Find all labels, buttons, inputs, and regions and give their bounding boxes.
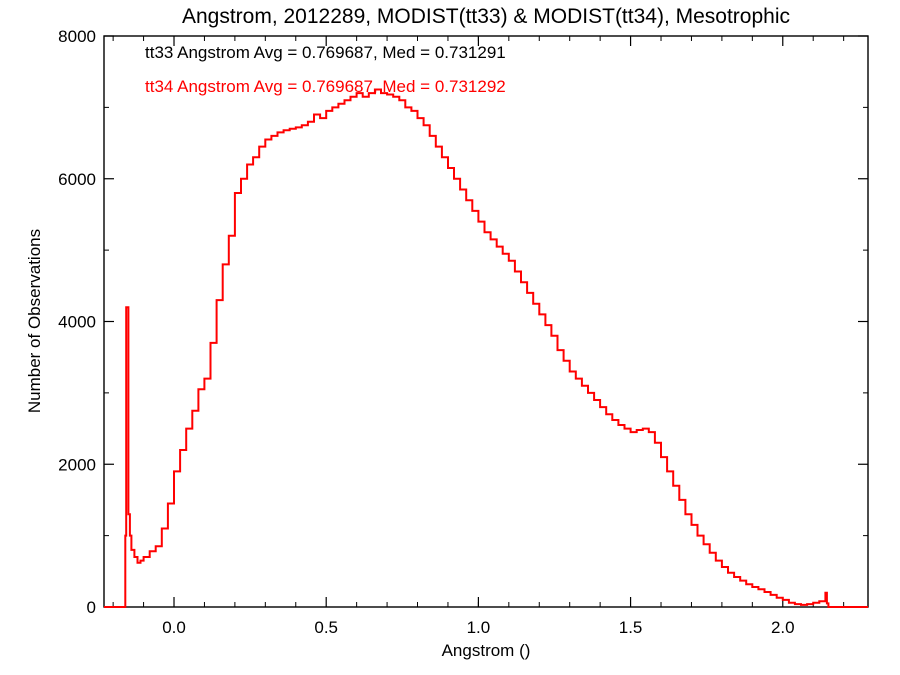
series-line	[104, 88, 868, 608]
x-axis-label: Angstrom ()	[442, 641, 531, 660]
y-tick-label: 0	[87, 598, 96, 617]
y-tick-label: 2000	[58, 455, 96, 474]
x-tick-label: 2.0	[771, 618, 795, 637]
y-tick-label: 4000	[58, 313, 96, 332]
y-tick-label: 6000	[58, 170, 96, 189]
x-tick-label: 0.5	[314, 618, 338, 637]
x-tick-label: 1.5	[619, 618, 643, 637]
x-tick-label: 0.0	[162, 618, 186, 637]
annotation-tt33: tt33 Angstrom Avg = 0.769687, Med = 0.73…	[145, 43, 506, 62]
axis-ticks	[104, 35, 868, 608]
x-tick-label: 1.0	[467, 618, 491, 637]
y-tick-label: 8000	[58, 27, 96, 46]
chart-title: Angstrom, 2012289, MODIST(tt33) & MODIST…	[182, 5, 790, 28]
axis-tick-labels: 0.0 0.5 1.0 1.5 2.0 0 2000 4000 6000 8000	[58, 27, 794, 637]
annotation-tt34: tt34 Angstrom Avg = 0.769687, Med = 0.73…	[145, 77, 506, 96]
y-axis-label: Number of Observations	[25, 229, 44, 413]
plot-frame	[103, 35, 869, 608]
